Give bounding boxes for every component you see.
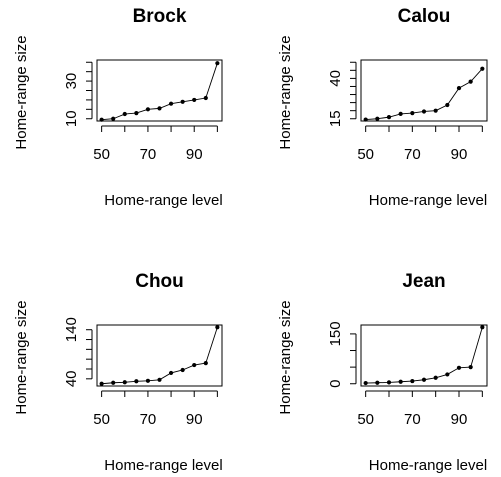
x-tick-label: 70 xyxy=(404,146,421,163)
data-point xyxy=(215,61,220,66)
x-tick-label: 90 xyxy=(451,411,468,428)
x-tick-label: 50 xyxy=(357,411,374,428)
y-tick-label: 15 xyxy=(327,110,344,127)
series-line xyxy=(101,63,218,121)
data-point xyxy=(445,372,450,377)
data-point xyxy=(433,108,438,113)
data-point xyxy=(168,370,174,376)
data-point xyxy=(445,102,450,108)
data-point xyxy=(145,378,151,383)
y-tick-label: 140 xyxy=(63,317,80,342)
data-point xyxy=(192,362,197,368)
panel-chou: Chou 50 70 90 40 140 Home-range level Home-rang… xyxy=(13,271,223,474)
plot-frame xyxy=(360,59,488,122)
x-tick-label: 70 xyxy=(404,411,421,428)
chart-title: Calou xyxy=(398,6,451,27)
data-point xyxy=(456,365,462,370)
data-point xyxy=(192,97,197,103)
x-tick-label: 70 xyxy=(140,146,157,163)
y-tick-label: 40 xyxy=(63,370,80,387)
plot-frame xyxy=(96,59,223,122)
data-point xyxy=(386,115,392,120)
x-tick-label: 50 xyxy=(93,411,110,428)
y-tick-label: 150 xyxy=(327,321,344,346)
data-point xyxy=(410,378,415,384)
data-point xyxy=(410,110,415,116)
data-point xyxy=(468,79,473,84)
data-point xyxy=(99,117,104,122)
data-point xyxy=(122,111,127,117)
series-line xyxy=(365,327,483,384)
panel-jean: Jean 50 70 90 0 150 Home-range level Home-range… xyxy=(277,271,488,474)
data-point xyxy=(180,367,185,373)
y-tick-label: 40 xyxy=(327,70,344,87)
x-axis-label: Home-range level xyxy=(369,457,487,474)
x-tick-label: 50 xyxy=(357,146,374,163)
series-line xyxy=(101,327,218,385)
data-point xyxy=(168,101,174,106)
data-point xyxy=(203,361,208,366)
data-point xyxy=(386,380,392,385)
x-axis-label: Home-range level xyxy=(104,192,222,209)
data-point xyxy=(134,379,139,384)
data-point xyxy=(215,325,220,330)
y-axis-label: Home-range size xyxy=(277,35,294,149)
chart-title: Chou xyxy=(135,271,184,292)
data-point xyxy=(203,95,208,101)
x-tick-label: 90 xyxy=(451,146,468,163)
chart-title: Jean xyxy=(402,271,445,292)
data-point xyxy=(134,110,139,116)
panel-brock: Brock 50 70 90 10 30 Home-range level Home-rang… xyxy=(13,6,223,209)
y-tick-label: 0 xyxy=(327,380,344,388)
data-point xyxy=(421,377,427,382)
y-tick-label: 10 xyxy=(63,110,80,127)
data-point xyxy=(480,66,485,71)
data-point xyxy=(157,106,162,111)
y-axis-label: Home-range size xyxy=(277,300,294,414)
data-point xyxy=(398,379,403,384)
x-axis-label: Home-range level xyxy=(369,192,487,209)
data-point xyxy=(398,111,403,116)
data-point xyxy=(433,375,438,380)
panel-calou: Calou 50 70 90 15 40 Home-range level Home-rang… xyxy=(277,6,488,209)
data-point xyxy=(363,380,368,386)
x-tick-label: 90 xyxy=(186,411,203,428)
data-point xyxy=(180,99,185,104)
y-axis-label: Home-range size xyxy=(13,300,30,414)
plot-frame xyxy=(360,324,488,387)
y-tick-label: 30 xyxy=(63,73,80,90)
data-point xyxy=(456,85,462,91)
x-axis-label: Home-range level xyxy=(104,457,222,474)
x-tick-label: 50 xyxy=(93,146,110,163)
chart-title: Brock xyxy=(133,6,187,27)
data-point xyxy=(111,380,116,385)
y-axis-label: Home-range size xyxy=(13,35,30,149)
data-point xyxy=(480,325,485,330)
data-point xyxy=(421,109,427,114)
plot-frame xyxy=(96,324,223,387)
data-point xyxy=(111,116,116,121)
x-tick-label: 70 xyxy=(140,411,157,428)
data-point xyxy=(157,377,162,382)
data-point xyxy=(99,381,104,386)
data-point xyxy=(145,107,151,112)
x-tick-label: 90 xyxy=(186,146,203,163)
data-point xyxy=(363,117,368,122)
data-point xyxy=(375,380,380,385)
data-point xyxy=(122,380,127,385)
data-point xyxy=(468,365,473,370)
data-point xyxy=(375,116,380,121)
